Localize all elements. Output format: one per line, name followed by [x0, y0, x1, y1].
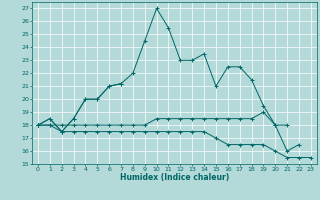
- X-axis label: Humidex (Indice chaleur): Humidex (Indice chaleur): [120, 173, 229, 182]
